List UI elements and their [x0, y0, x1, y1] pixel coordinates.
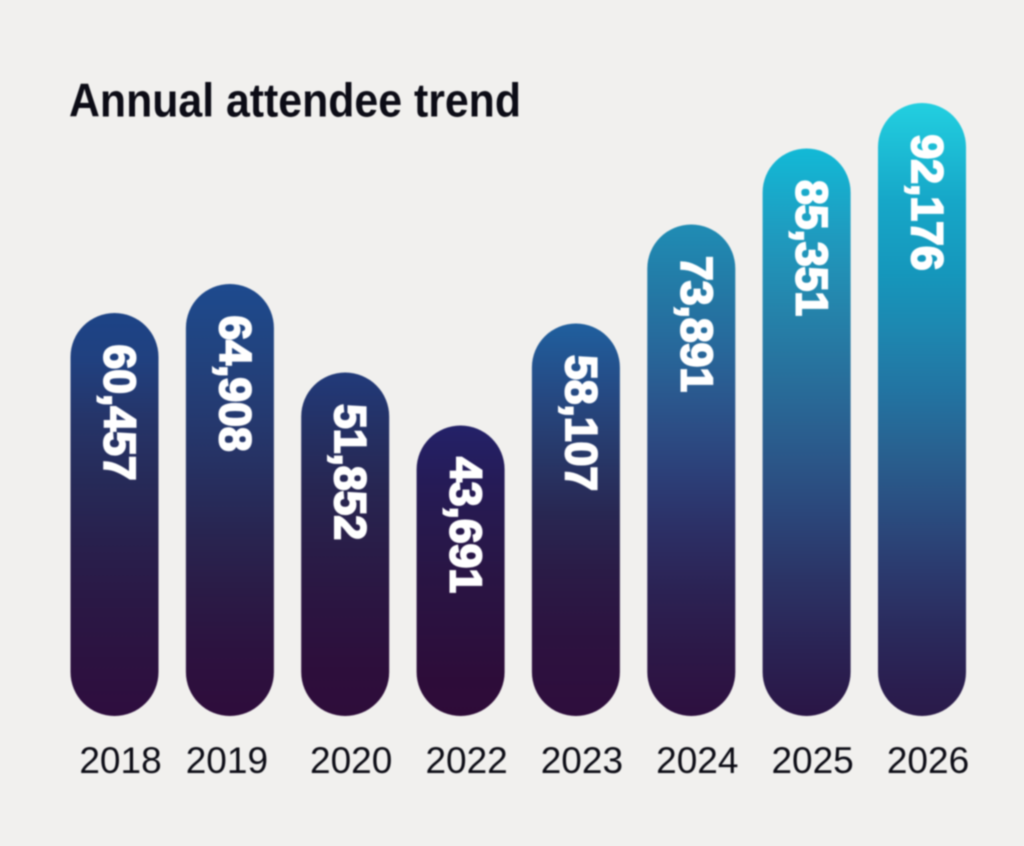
svg-text:58,107: 58,107: [556, 355, 605, 491]
svg-text:43,691: 43,691: [441, 457, 490, 593]
svg-text:92,176: 92,176: [902, 135, 951, 271]
svg-text:2018: 2018: [79, 740, 161, 781]
svg-text:60,457: 60,457: [95, 345, 144, 481]
svg-text:2026: 2026: [887, 740, 969, 781]
svg-text:2023: 2023: [541, 740, 623, 781]
svg-text:51,852: 51,852: [325, 404, 374, 540]
svg-text:73,891: 73,891: [671, 256, 720, 392]
svg-text:2020: 2020: [310, 740, 392, 781]
svg-text:2019: 2019: [186, 740, 268, 781]
svg-text:2025: 2025: [771, 740, 853, 781]
svg-text:64,908: 64,908: [210, 316, 259, 452]
svg-text:Annual attendee trend: Annual attendee trend: [69, 74, 521, 127]
svg-text:2022: 2022: [425, 740, 507, 781]
svg-text:85,351: 85,351: [787, 180, 836, 316]
svg-text:2024: 2024: [656, 740, 738, 781]
